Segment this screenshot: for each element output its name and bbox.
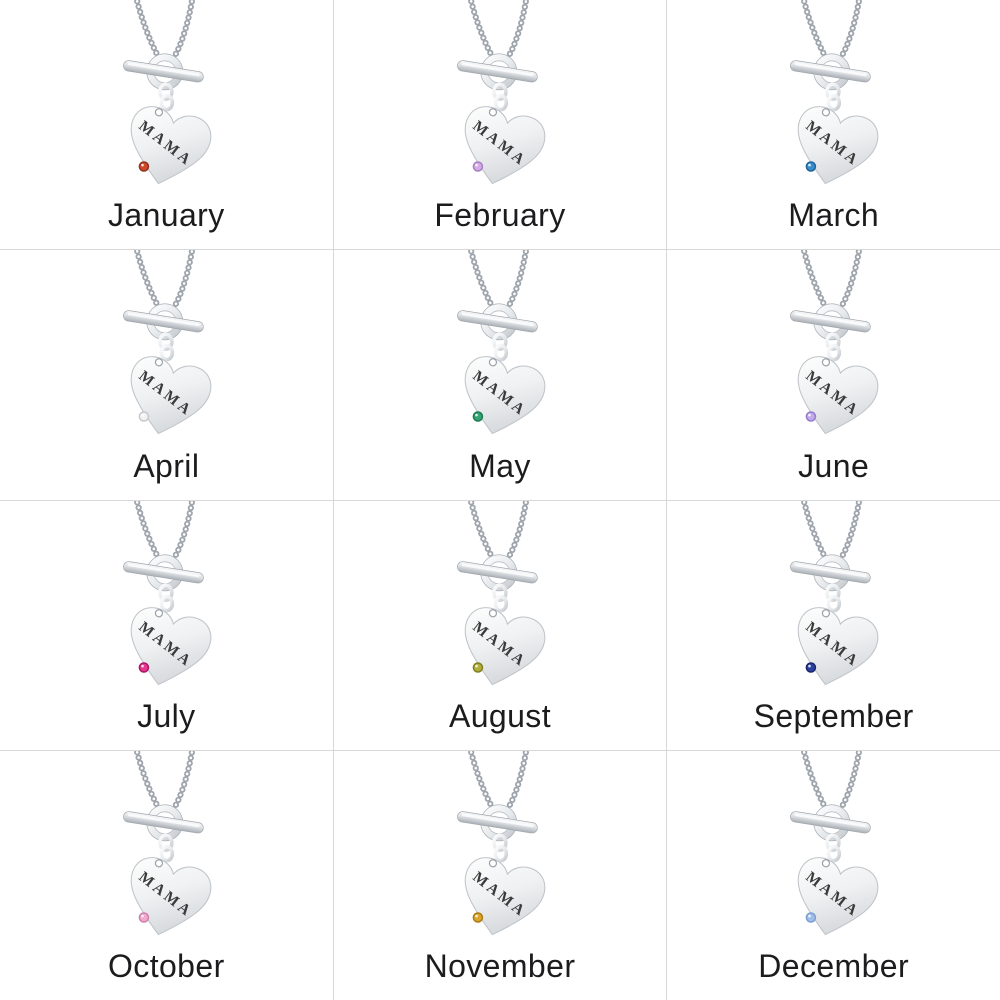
birthstone-icon: [805, 161, 817, 172]
birthstone-icon: [805, 911, 817, 923]
month-label: March: [788, 197, 880, 234]
birthstone-icon: [138, 911, 150, 923]
birthstone-icon: [138, 661, 150, 673]
month-label: April: [133, 447, 200, 484]
variant-cell-september[interactable]: September: [667, 500, 1000, 750]
month-label: December: [758, 948, 910, 984]
month-label: June: [798, 447, 870, 484]
variant-cell-october[interactable]: October: [0, 750, 333, 1000]
variant-cell-january[interactable]: January: [0, 0, 333, 250]
month-label: October: [108, 948, 225, 984]
necklace-photo: [0, 250, 333, 499]
birthstone-icon: [472, 911, 483, 923]
necklace-photo: [334, 250, 667, 499]
necklace-photo: [667, 501, 1000, 750]
necklace-photo: [334, 751, 667, 1000]
month-label: May: [469, 447, 531, 484]
necklace-photo: [0, 501, 333, 750]
variant-cell-july[interactable]: July: [0, 500, 333, 750]
variant-cell-march[interactable]: March: [667, 0, 1000, 250]
necklace-photo: [0, 0, 333, 249]
necklace-photo: [667, 751, 1000, 1000]
variant-cell-november[interactable]: November: [333, 750, 667, 1000]
variant-cell-may[interactable]: May: [333, 250, 667, 500]
variant-cell-august[interactable]: August: [333, 500, 667, 750]
variant-cell-april[interactable]: April: [0, 250, 333, 500]
birthstone-icon: [805, 411, 817, 423]
month-label: February: [434, 197, 566, 234]
variant-cell-december[interactable]: December: [667, 750, 1000, 1000]
birthstone-icon: [138, 161, 150, 172]
birthstone-icon: [472, 411, 483, 423]
birthstone-icon: [805, 661, 817, 673]
variant-cell-february[interactable]: February: [333, 0, 667, 250]
month-label: August: [448, 697, 551, 734]
month-label: November: [424, 948, 576, 984]
necklace-photo: [334, 0, 667, 249]
necklace-photo: [667, 250, 1000, 499]
month-label: July: [137, 697, 196, 734]
birthstone-icon: [138, 411, 150, 423]
birthstone-icon: [472, 161, 483, 172]
necklace-photo: [667, 0, 1000, 249]
variant-cell-june[interactable]: June: [667, 250, 1000, 500]
birthstone-icon: [472, 661, 483, 673]
necklace-photo: [334, 501, 667, 750]
month-label: September: [753, 697, 914, 734]
month-label: January: [108, 197, 225, 234]
necklace-photo: [0, 751, 333, 1000]
